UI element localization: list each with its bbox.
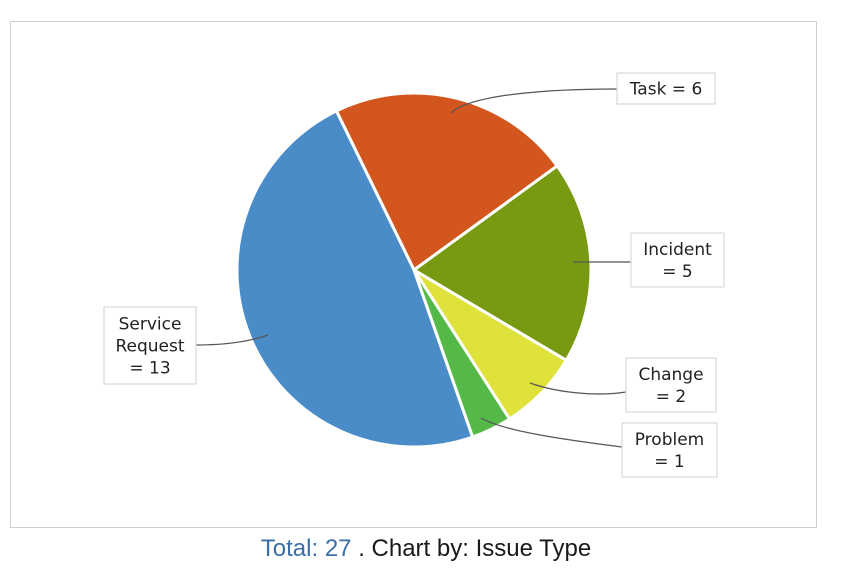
data-label: Incident = 5 — [643, 240, 712, 282]
leader-line-task — [450, 88, 618, 114]
data-label: Problem = 1 — [635, 430, 705, 472]
callout-change: Change = 2 — [625, 357, 717, 413]
callout-task: Task = 6 — [616, 72, 716, 105]
total-label: Total: 27 — [260, 535, 352, 562]
leader-line-service-request — [195, 334, 269, 346]
data-label: Task = 6 — [629, 80, 703, 100]
chart-by-label: . Chart by: Issue Type — [358, 535, 592, 562]
leader-line-change — [529, 382, 627, 395]
callout-box — [625, 357, 717, 413]
callout-box — [621, 422, 718, 478]
callout-box — [616, 72, 716, 105]
callout-service-request: Service Request = 13 — [103, 306, 197, 385]
callout-box — [103, 306, 197, 385]
leader-line-problem — [480, 417, 623, 448]
callout-incident: Incident = 5 — [630, 232, 725, 288]
chart-caption: Total: 27 . Chart by: Issue Type — [0, 535, 852, 563]
callout-box — [630, 232, 725, 288]
data-label: Service Request = 13 — [115, 315, 184, 379]
pie-slice-task — [334, 91, 559, 272]
pie-slice-service-request — [235, 109, 475, 449]
data-label: Change = 2 — [638, 365, 703, 407]
callout-problem: Problem = 1 — [621, 422, 718, 478]
